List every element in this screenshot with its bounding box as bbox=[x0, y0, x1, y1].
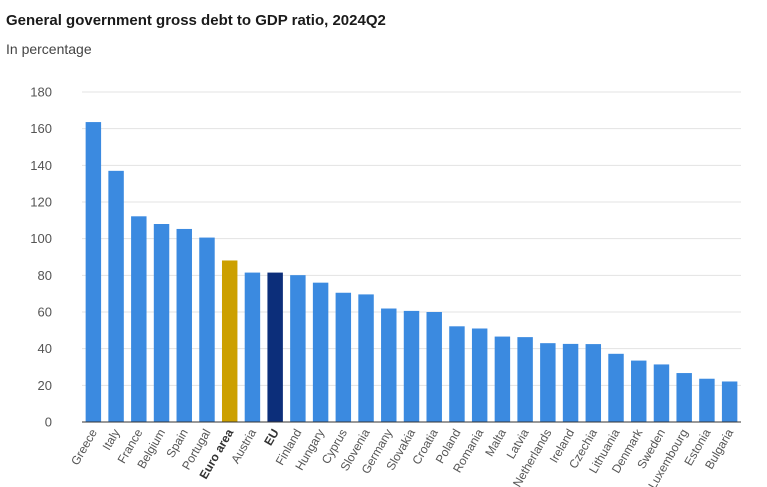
bar[interactable]: Cyprus: 70.5 bbox=[335, 292, 352, 422]
bar[interactable]: France: 112.2 bbox=[131, 216, 147, 422]
y-tick-label: 0 bbox=[45, 415, 52, 430]
bar[interactable]: Malta: 46.6 bbox=[494, 336, 511, 422]
y-tick-label: 80 bbox=[38, 268, 52, 283]
bar[interactable]: Slovenia: 69.6 bbox=[358, 294, 374, 422]
x-tick-label: Italy bbox=[100, 427, 123, 453]
y-tick-label: 120 bbox=[30, 195, 52, 210]
x-tick-label: EU bbox=[261, 427, 281, 448]
bars: Greece: 163.6 Italy: 137 France: 112.2 Belg… bbox=[85, 122, 738, 423]
bar[interactable]: Slovakia: 60.6 bbox=[403, 310, 420, 422]
bar[interactable]: Denmark: 33.5 bbox=[631, 360, 647, 422]
chart-subtitle: In percentage bbox=[6, 41, 92, 57]
bar[interactable]: Estonia: 23.6 bbox=[699, 378, 715, 422]
y-tick-label: 140 bbox=[30, 158, 52, 173]
y-tick-label: 20 bbox=[38, 378, 52, 393]
y-tick-label: 100 bbox=[30, 231, 52, 246]
bar[interactable]: Germany: 61.9 bbox=[381, 308, 397, 422]
y-tick-label: 40 bbox=[38, 341, 52, 356]
x-axis-ticks: Greece ItalyFranceBelgiumSpainPortugalEur… bbox=[68, 426, 736, 487]
bar[interactable]: Lithuania: 37.2 bbox=[608, 353, 624, 422]
bar[interactable]: Spain: 105.3 bbox=[176, 228, 192, 422]
y-tick-label: 60 bbox=[38, 305, 52, 320]
chart-title: General government gross debt to GDP rat… bbox=[6, 12, 386, 29]
bar[interactable]: Hungary: 76 bbox=[312, 282, 329, 422]
bar[interactable]: Luxembourg: 26.7 bbox=[676, 373, 692, 422]
bar[interactable]: Belgium: 108 bbox=[153, 224, 170, 422]
bar[interactable]: Ireland: 42.6 bbox=[562, 343, 579, 422]
bar[interactable]: Bulgaria: 22.1 bbox=[721, 381, 738, 422]
bar[interactable]: Italy: 137 bbox=[108, 170, 124, 422]
bar[interactable]: Croatia: 60 bbox=[426, 312, 442, 422]
bar[interactable]: Poland: 52.2 bbox=[449, 326, 465, 422]
bar[interactable]: Romania: 51 bbox=[471, 328, 488, 423]
y-tick-label: 160 bbox=[30, 121, 52, 136]
bar[interactable]: Greece: 163.6 bbox=[85, 122, 102, 423]
bar[interactable]: Portugal: 100.6 bbox=[199, 237, 215, 422]
bar[interactable]: Euro area: 88.1 bbox=[221, 260, 238, 422]
bar[interactable]: EU: 81.5 bbox=[267, 272, 283, 422]
x-tick-label: Greece bbox=[68, 426, 100, 467]
y-axis-ticks: 0 20 40 60 80 100 120 140 160 180 bbox=[30, 85, 52, 430]
bar[interactable]: Latvia: 46.3 bbox=[517, 337, 533, 422]
bar[interactable]: Netherlands: 43 bbox=[540, 343, 556, 422]
bar[interactable]: Finland: 80.1 bbox=[290, 275, 306, 422]
bar[interactable]: Austria: 81.5 bbox=[244, 272, 261, 422]
bar[interactable]: Czechia: 42.5 bbox=[585, 344, 602, 422]
y-tick-label: 180 bbox=[30, 85, 52, 100]
bar[interactable]: Sweden: 31.4 bbox=[653, 364, 670, 422]
